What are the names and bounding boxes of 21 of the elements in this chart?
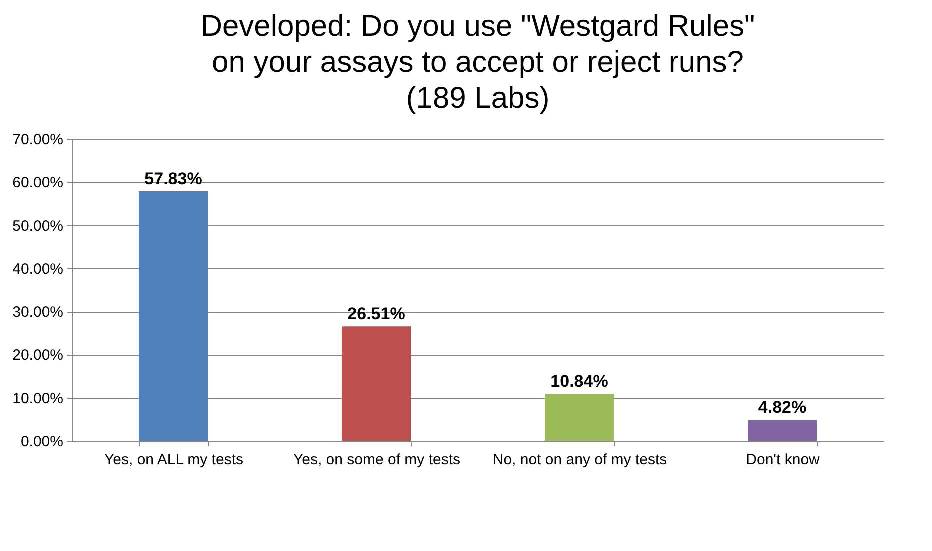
- bar: [342, 326, 412, 441]
- y-tick-label: 10.00%: [12, 390, 64, 408]
- x-tick-label: Don't know: [746, 452, 820, 468]
- x-tick-label: Yes, on some of my tests: [293, 452, 461, 468]
- y-tick-label: 40.00%: [12, 260, 64, 278]
- data-label: 10.84%: [550, 372, 608, 392]
- data-label: 26.51%: [348, 304, 406, 324]
- chart-title: Developed: Do you use "Westgard Rules" on your assays to accept or reject runs? (189 Labs): [200, 10, 756, 115]
- bar: [748, 420, 818, 441]
- y-tick-label: 70.00%: [12, 132, 64, 148]
- y-tick-label: 20.00%: [12, 347, 64, 364]
- bar: [138, 192, 208, 441]
- y-tick-label: 60.00%: [12, 174, 64, 192]
- y-tick-label: 0.00%: [20, 434, 64, 450]
- bar: [544, 394, 614, 441]
- x-tick-label: No, not on any of my tests: [492, 452, 668, 468]
- data-label: 57.83%: [144, 170, 202, 189]
- data-label: 4.82%: [758, 398, 807, 418]
- y-tick-label: 50.00%: [12, 218, 64, 235]
- y-tick-label: 30.00%: [12, 304, 64, 322]
- x-tick-label: Yes, on ALL my tests: [104, 452, 244, 468]
